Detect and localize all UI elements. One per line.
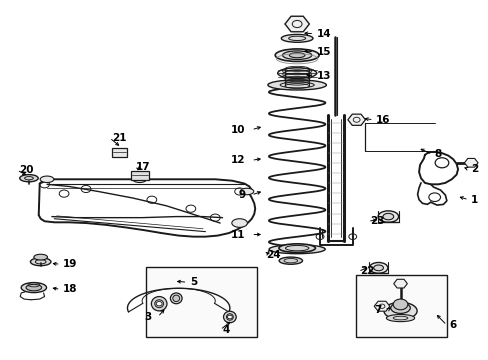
Text: 21: 21 [112, 133, 126, 143]
Ellipse shape [30, 258, 51, 266]
Text: 15: 15 [316, 46, 330, 57]
Ellipse shape [277, 68, 316, 78]
Ellipse shape [170, 293, 182, 304]
Text: 13: 13 [316, 71, 330, 81]
Ellipse shape [20, 175, 38, 182]
Circle shape [392, 299, 407, 310]
Text: 7: 7 [374, 305, 381, 315]
Ellipse shape [390, 303, 409, 314]
Text: 3: 3 [144, 312, 152, 322]
Ellipse shape [383, 302, 416, 319]
Text: 6: 6 [448, 320, 456, 330]
Text: 5: 5 [189, 277, 197, 287]
Ellipse shape [162, 276, 173, 286]
Ellipse shape [282, 51, 311, 59]
Ellipse shape [21, 283, 46, 293]
Ellipse shape [151, 297, 166, 311]
Text: 17: 17 [136, 162, 151, 172]
Text: 20: 20 [19, 165, 34, 175]
Bar [355, 275, 447, 337]
Ellipse shape [26, 284, 41, 291]
Text: 11: 11 [230, 230, 245, 239]
Bar [112, 148, 127, 157]
Ellipse shape [279, 257, 302, 264]
Ellipse shape [40, 176, 54, 183]
Ellipse shape [34, 254, 47, 260]
Ellipse shape [382, 213, 393, 220]
Text: 24: 24 [266, 249, 281, 260]
Ellipse shape [155, 300, 163, 308]
Ellipse shape [281, 35, 312, 42]
Ellipse shape [386, 315, 414, 321]
Text: 22: 22 [360, 266, 374, 276]
Text: 10: 10 [230, 125, 245, 135]
Ellipse shape [278, 244, 315, 252]
Text: 18: 18 [63, 284, 78, 294]
Text: 2: 2 [470, 164, 478, 174]
Ellipse shape [268, 245, 325, 254]
Ellipse shape [275, 49, 319, 62]
Text: 8: 8 [434, 149, 441, 159]
Ellipse shape [289, 53, 305, 58]
Ellipse shape [368, 262, 387, 273]
Ellipse shape [172, 295, 179, 302]
Circle shape [156, 302, 162, 306]
Ellipse shape [377, 211, 398, 222]
Text: 19: 19 [63, 259, 77, 269]
Ellipse shape [373, 265, 383, 271]
Circle shape [227, 315, 232, 319]
Text: 4: 4 [222, 325, 229, 335]
Ellipse shape [226, 314, 233, 320]
Bar [146, 267, 257, 337]
Bar [131, 171, 149, 180]
Ellipse shape [231, 219, 247, 227]
Text: 9: 9 [238, 190, 245, 200]
Ellipse shape [223, 311, 236, 323]
Ellipse shape [133, 176, 146, 183]
Text: 12: 12 [230, 155, 245, 165]
Text: 16: 16 [375, 115, 390, 125]
Ellipse shape [267, 80, 326, 90]
Text: 14: 14 [316, 29, 330, 39]
Text: 1: 1 [470, 195, 478, 205]
Ellipse shape [240, 188, 253, 195]
Text: 23: 23 [369, 216, 384, 226]
